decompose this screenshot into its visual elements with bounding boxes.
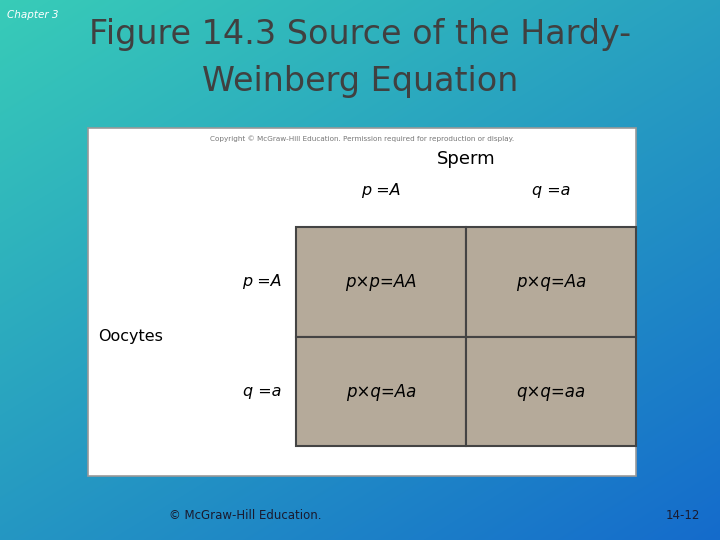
Text: p×p=AA: p×p=AA bbox=[346, 273, 417, 291]
Text: 14-12: 14-12 bbox=[665, 509, 700, 522]
Text: © McGraw-Hill Education.: © McGraw-Hill Education. bbox=[168, 509, 321, 522]
Text: Chapter 3: Chapter 3 bbox=[7, 10, 58, 20]
Bar bbox=[296, 337, 466, 447]
Text: Sperm: Sperm bbox=[437, 150, 495, 168]
Text: p×q=Aa: p×q=Aa bbox=[516, 273, 586, 291]
Text: p =A: p =A bbox=[242, 274, 282, 289]
Text: Copyright © McGraw-Hill Education. Permission required for reproduction or displ: Copyright © McGraw-Hill Education. Permi… bbox=[210, 135, 514, 141]
Bar bbox=[466, 227, 636, 337]
Text: Figure 14.3 Source of the Hardy-: Figure 14.3 Source of the Hardy- bbox=[89, 18, 631, 51]
Bar bbox=[466, 337, 636, 447]
Bar bbox=[296, 227, 466, 337]
Text: Oocytes: Oocytes bbox=[98, 329, 163, 345]
Bar bbox=[88, 128, 636, 476]
Text: p×q=Aa: p×q=Aa bbox=[346, 383, 416, 401]
Text: q×q=aa: q×q=aa bbox=[516, 383, 585, 401]
Text: q =a: q =a bbox=[532, 183, 570, 198]
Text: p =A: p =A bbox=[361, 183, 401, 198]
Text: Weinberg Equation: Weinberg Equation bbox=[202, 65, 518, 98]
Text: q =a: q =a bbox=[243, 384, 282, 399]
